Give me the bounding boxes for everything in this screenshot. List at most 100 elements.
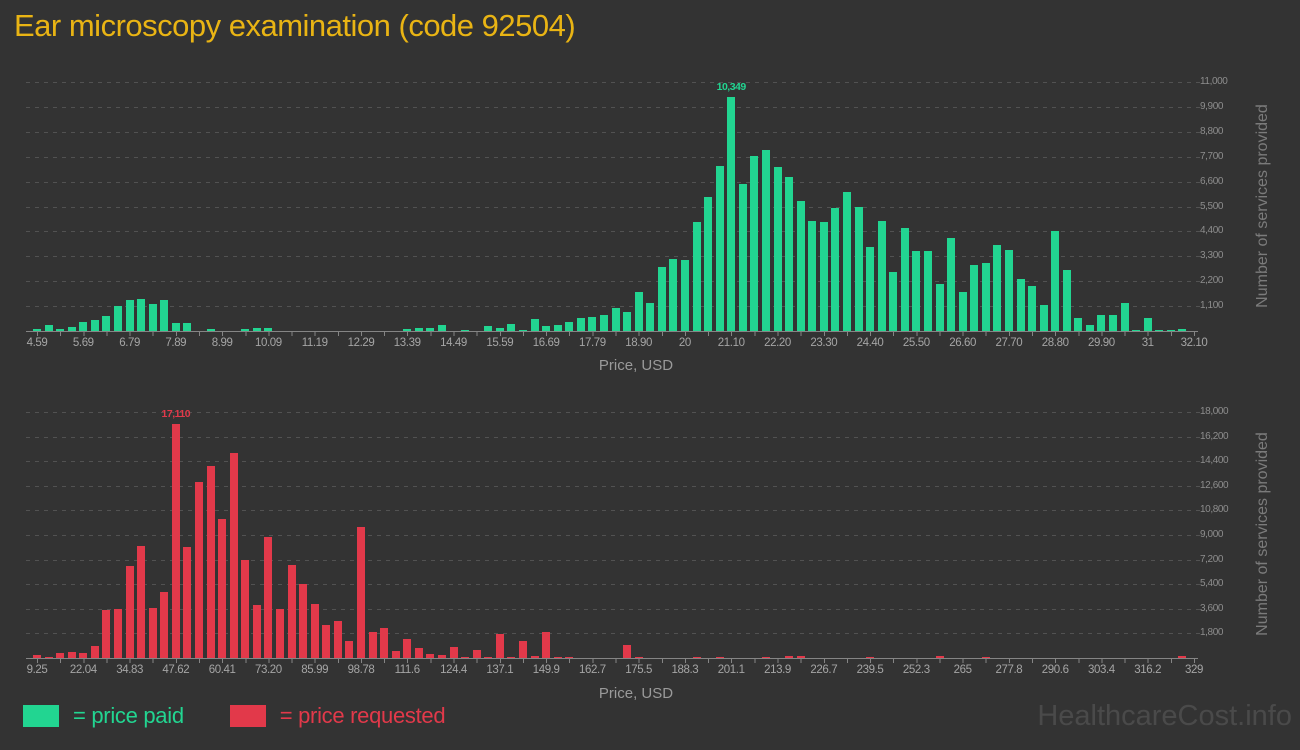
bar [1085, 325, 1094, 331]
x-tick-label: 98.78 [347, 664, 375, 676]
bar [831, 207, 840, 331]
bar [611, 308, 620, 331]
bar [970, 264, 979, 331]
bar [1178, 329, 1187, 331]
bar [160, 592, 169, 658]
bar [761, 149, 770, 331]
bar [773, 166, 782, 331]
x-tick-label: 175.5 [625, 664, 652, 676]
bar [148, 304, 157, 331]
bar [692, 657, 701, 658]
bar [947, 237, 955, 331]
bar [796, 201, 805, 331]
bar [114, 306, 122, 331]
bar [495, 634, 504, 658]
bar [137, 546, 146, 658]
y-tick-label: 3,300 [1200, 250, 1224, 262]
bar [715, 656, 724, 658]
bar [160, 299, 169, 331]
bar [565, 657, 574, 658]
bar [391, 650, 400, 658]
x-axis-line [26, 658, 1198, 664]
bar [1097, 315, 1106, 331]
bar [912, 251, 921, 331]
gridline [26, 535, 1200, 536]
x-axis-title: Price, USD [598, 685, 674, 702]
bar [495, 328, 504, 331]
x-tick-label: 265 [953, 664, 972, 676]
bar [935, 656, 944, 659]
x-tick-label: 226.7 [810, 664, 838, 676]
legend: = price paid = price requested [23, 703, 446, 729]
bar [981, 263, 990, 331]
x-tick-label: 137.1 [486, 664, 514, 676]
bar [206, 465, 215, 658]
x-tick-label: 14.49 [440, 337, 467, 349]
x-tick-label: 10.09 [255, 337, 282, 349]
bar [1166, 330, 1175, 331]
bar [218, 519, 227, 658]
bar [889, 271, 898, 331]
bar [484, 326, 493, 331]
bar [125, 299, 134, 331]
x-tick-label: 24.40 [856, 337, 884, 349]
legend-paid-label: = price paid [73, 703, 184, 728]
y-tick-label: 10,800 [1200, 504, 1229, 516]
x-tick-label: 22.20 [764, 337, 791, 349]
gridline [26, 82, 1200, 83]
y-tick-label: 12,600 [1200, 479, 1229, 491]
bar [114, 608, 122, 658]
bar [808, 220, 817, 331]
x-tick-label: 13.39 [393, 337, 421, 349]
x-tick-label: 6.79 [119, 337, 140, 349]
bar [518, 641, 527, 658]
bar [796, 656, 805, 659]
y-tick-label: 1,100 [1200, 300, 1224, 312]
x-tick-label: 29.90 [1088, 337, 1115, 349]
gridline [26, 510, 1200, 512]
bar [530, 656, 539, 658]
x-tick-label: 22.04 [69, 664, 97, 676]
bar [623, 644, 632, 658]
bar [299, 584, 308, 658]
bar [1132, 330, 1141, 331]
x-tick-label: 4.59 [26, 337, 48, 349]
y-tick-label: 5,500 [1200, 200, 1224, 212]
y-tick-label: 8,800 [1200, 125, 1224, 137]
x-tick-label: 26.60 [949, 337, 976, 349]
bar [981, 656, 990, 658]
x-tick-label: 162.7 [579, 664, 606, 676]
bar [90, 319, 99, 331]
bar [518, 329, 527, 331]
x-tick-label: 18.90 [625, 337, 652, 349]
bar [657, 266, 666, 331]
bar [669, 258, 678, 331]
bar [565, 322, 574, 331]
bar [1004, 250, 1013, 331]
bar [785, 176, 794, 331]
bar [229, 452, 238, 658]
bar [553, 657, 562, 658]
x-tick-label: 188.3 [671, 664, 699, 676]
bar [923, 251, 932, 331]
bar [56, 329, 65, 331]
x-tick-label: 8.99 [211, 337, 233, 349]
x-tick-label: 28.80 [1041, 337, 1069, 349]
bar [877, 220, 886, 331]
x-tick-label: 277.8 [995, 664, 1023, 676]
bar [125, 566, 134, 658]
bar [461, 657, 470, 658]
bar [148, 608, 157, 658]
x-tick-label: 60.41 [208, 664, 236, 676]
x-tick-label: 290.6 [1041, 664, 1069, 676]
bar [819, 222, 828, 331]
bar [183, 322, 192, 331]
bar [183, 546, 192, 658]
bar [276, 609, 284, 658]
x-tick-label: 23.30 [810, 337, 838, 349]
bar [1178, 656, 1187, 658]
bar [484, 656, 493, 658]
peak-value-label: 10,349 [716, 80, 747, 93]
bar [437, 655, 446, 658]
